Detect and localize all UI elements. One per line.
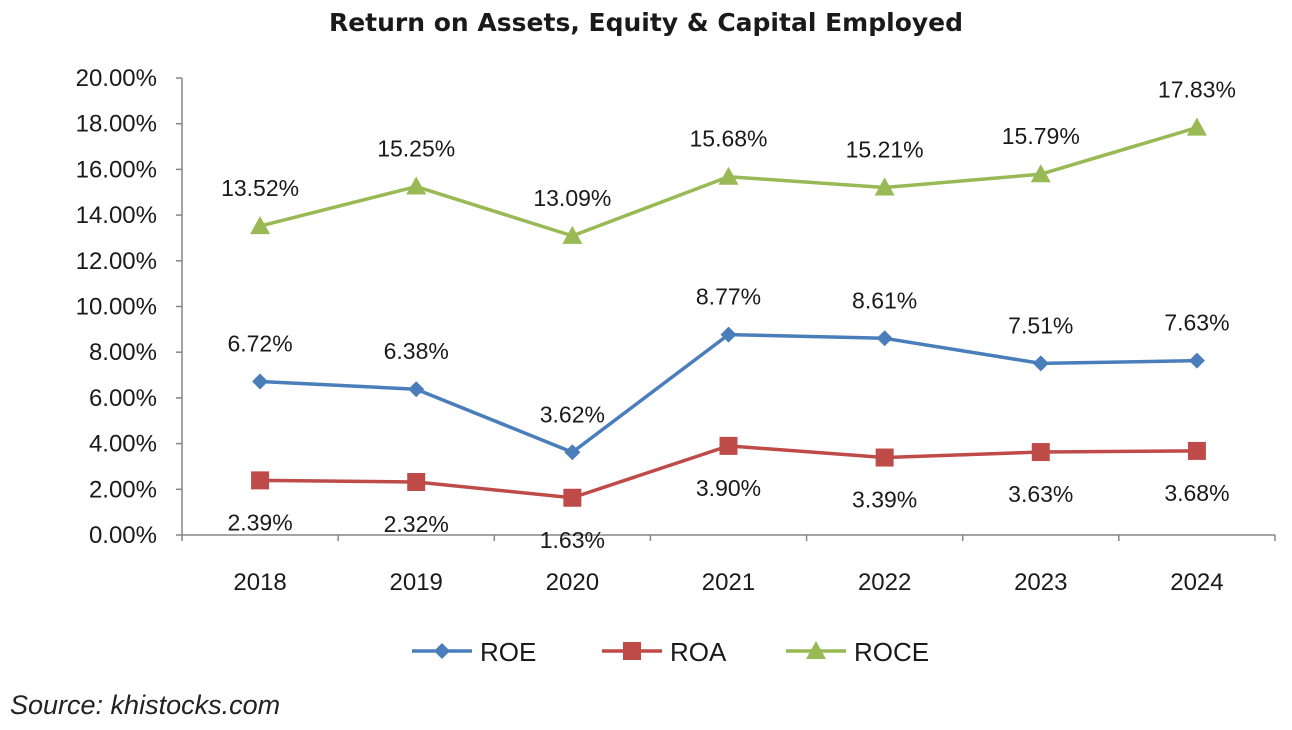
roe-point	[1188, 352, 1205, 369]
x-tick-label: 2024	[1170, 569, 1223, 596]
roe-data-label: 7.51%	[1008, 312, 1073, 338]
roa-point	[719, 436, 738, 455]
y-tick-label: 10.00%	[76, 294, 157, 321]
chart-axes: 0.00% 2.00% 4.00% 6.00% 8.00% 10.00% 12.00% 14.…	[76, 65, 1276, 596]
roe-point	[408, 381, 425, 398]
roa-data-label: 2.39%	[227, 509, 292, 535]
chart-legend: ROE ROA ROCE	[412, 637, 929, 667]
legend-marker-roce	[806, 641, 826, 659]
roce-data-label: 15.79%	[1002, 123, 1080, 149]
x-tick-label: 2022	[858, 569, 911, 596]
series-roce	[250, 117, 1207, 244]
x-tick-label: 2023	[1014, 569, 1067, 596]
y-tick-label: 18.00%	[76, 111, 157, 138]
legend-label-roe: ROE	[480, 637, 536, 667]
x-tick-label: 2021	[702, 569, 755, 596]
series-roa	[251, 436, 1206, 507]
roa-data-label: 3.90%	[696, 475, 761, 501]
legend-item-roce: ROCE	[786, 637, 929, 667]
roe-data-label: 8.61%	[852, 287, 917, 313]
x-tick-label: 2020	[546, 569, 599, 596]
y-tick-label: 6.00%	[89, 385, 157, 412]
roa-point	[1187, 441, 1206, 460]
roa-data-label: 3.39%	[852, 487, 917, 513]
y-tick-label: 2.00%	[89, 476, 157, 503]
roe-data-label: 8.77%	[696, 284, 761, 310]
y-tick-label: 0.00%	[89, 522, 157, 549]
chart-title: Return on Assets, Equity & Capital Emplo…	[328, 8, 964, 37]
legend-marker-roe	[434, 643, 450, 659]
roa-point	[251, 471, 270, 490]
x-tick-label: 2018	[233, 569, 286, 596]
y-tick-label: 20.00%	[76, 65, 157, 92]
series-roe	[252, 326, 1205, 461]
roe-data-label: 6.38%	[384, 338, 449, 364]
roa-point	[875, 448, 894, 467]
legend-item-roa: ROA	[602, 637, 727, 667]
roce-point	[250, 216, 271, 235]
roe-point	[1032, 355, 1049, 372]
roce-data-label: 13.09%	[533, 185, 611, 211]
roe-point	[876, 330, 893, 347]
roa-point	[407, 472, 426, 491]
roce-point	[406, 176, 427, 195]
legend-marker-roa	[623, 642, 641, 660]
roce-point	[562, 225, 583, 244]
y-tick-label: 14.00%	[76, 202, 157, 229]
y-tick-label: 8.00%	[89, 339, 157, 366]
roa-point	[563, 488, 582, 507]
chart-data-labels: 6.72% 6.38% 3.62% 8.77% 8.61% 7.51% 7.63% 2.39%…	[221, 77, 1236, 553]
roce-data-label: 13.52%	[221, 175, 299, 201]
roa-point	[1031, 443, 1050, 462]
legend-label-roa: ROA	[670, 637, 727, 667]
roe-data-label: 3.62%	[540, 401, 605, 427]
y-tick-label: 4.00%	[89, 431, 157, 458]
roe-point	[720, 326, 737, 343]
roce-point	[1030, 164, 1051, 183]
roe-data-label: 6.72%	[227, 330, 292, 356]
legend-label-roce: ROCE	[854, 637, 929, 667]
roe-data-label: 7.63%	[1164, 310, 1229, 336]
roe-point	[252, 373, 269, 390]
roa-data-label: 2.32%	[384, 511, 449, 537]
roa-data-label: 3.63%	[1008, 481, 1073, 507]
y-tick-label: 12.00%	[76, 248, 157, 275]
roa-data-label: 1.63%	[540, 527, 605, 553]
legend-item-roe: ROE	[412, 637, 536, 667]
y-tick-label: 16.00%	[76, 156, 157, 183]
x-tick-label: 2019	[390, 569, 443, 596]
roce-data-label: 15.25%	[377, 136, 455, 162]
roce-point	[1186, 117, 1207, 136]
roce-data-label: 17.83%	[1158, 77, 1236, 103]
roce-point	[874, 177, 895, 196]
roe-point	[564, 444, 581, 461]
roce-data-label: 15.21%	[846, 136, 924, 162]
chart-series	[250, 117, 1207, 507]
roce-data-label: 15.68%	[689, 126, 767, 152]
source-note: Source: khistocks.com	[10, 690, 281, 720]
roce-point	[718, 166, 739, 185]
roa-data-label: 3.68%	[1164, 480, 1229, 506]
